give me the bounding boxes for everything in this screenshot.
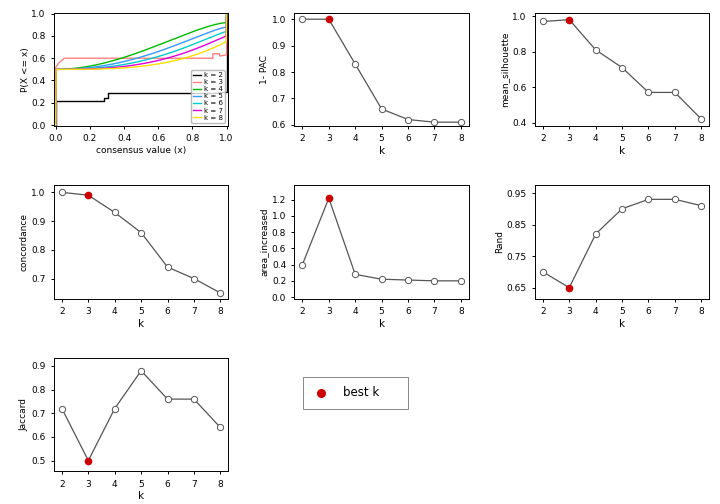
Y-axis label: Rand: Rand	[495, 230, 504, 254]
Text: best k: best k	[343, 387, 379, 399]
X-axis label: k: k	[138, 491, 144, 501]
Y-axis label: concordance: concordance	[19, 213, 29, 271]
X-axis label: k: k	[619, 319, 625, 329]
Y-axis label: 1- PAC: 1- PAC	[260, 55, 269, 84]
X-axis label: k: k	[138, 319, 144, 329]
Y-axis label: P(X <= x): P(X <= x)	[21, 47, 30, 92]
X-axis label: k: k	[379, 319, 384, 329]
X-axis label: k: k	[619, 146, 625, 156]
Y-axis label: area_increased: area_increased	[260, 208, 269, 276]
X-axis label: consensus value (x): consensus value (x)	[96, 146, 186, 155]
Y-axis label: mean_silhouette: mean_silhouette	[500, 32, 510, 107]
Y-axis label: Jaccard: Jaccard	[19, 398, 29, 431]
Legend: k = 2, k = 3, k = 4, k = 5, k = 6, k = 7, k = 8: k = 2, k = 3, k = 4, k = 5, k = 6, k = 7…	[191, 70, 225, 122]
X-axis label: k: k	[379, 146, 384, 156]
